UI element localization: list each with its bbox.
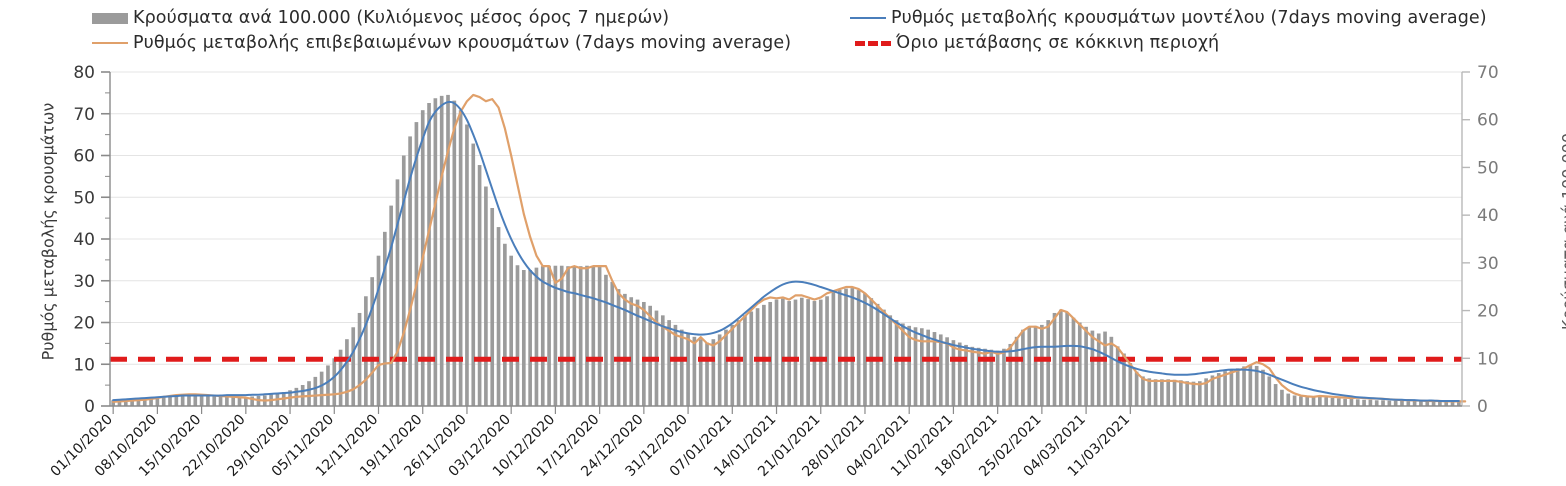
svg-text:20: 20 (73, 314, 95, 334)
svg-text:70: 70 (73, 105, 95, 125)
gridlines (110, 71, 1462, 407)
legend-label-cases-per-100k: Κρούσματα ανά 100.000 (Κυλιόμενος μέσος … (133, 8, 670, 28)
svg-text:30: 30 (73, 272, 95, 292)
line-swatch-icon (850, 17, 886, 19)
svg-text:40: 40 (73, 230, 95, 250)
svg-text:50: 50 (1477, 158, 1499, 178)
svg-text:10: 10 (73, 355, 95, 375)
y-axis-left-ticks: 0 10 20 30 40 50 60 70 80 (73, 63, 110, 417)
dashed-line-swatch-icon (855, 40, 891, 46)
svg-text:0: 0 (84, 397, 95, 417)
svg-text:10: 10 (1477, 349, 1499, 369)
legend-item-red-threshold[interactable]: Όριο μετάβασης σε κόκκινη περιοχή (855, 33, 1219, 53)
legend-item-cases-per-100k[interactable]: Κρούσματα ανά 100.000 (Κυλιόμενος μέσος … (92, 8, 669, 28)
legend-label-model-rate: Ρυθμός μεταβολής κρουσμάτων μοντέλου (7d… (891, 8, 1487, 28)
legend-label-confirmed-rate: Ρυθμός μεταβολής επιβεβαιωμένων κρουσμάτ… (133, 33, 792, 53)
x-axis-ticks: 01/10/202008/10/202015/10/202022/10/2020… (48, 406, 1133, 480)
line-swatch-icon (92, 42, 128, 44)
svg-text:0: 0 (1477, 397, 1488, 417)
legend-item-model-rate[interactable]: Ρυθμός μεταβολής κρουσμάτων μοντέλου (7d… (850, 8, 1487, 28)
bar-swatch-icon (92, 12, 128, 24)
y-axis-right-ticks: 0 10 20 30 40 50 60 70 (1462, 63, 1499, 417)
svg-text:40: 40 (1477, 206, 1499, 226)
legend-item-confirmed-rate[interactable]: Ρυθμός μεταβολής επιβεβαιωμένων κρουσμάτ… (92, 33, 791, 53)
bar-series-cases-per-100k (111, 94, 1461, 407)
svg-text:80: 80 (73, 63, 95, 83)
svg-text:50: 50 (73, 188, 95, 208)
svg-text:70: 70 (1477, 63, 1499, 83)
svg-text:20: 20 (1477, 302, 1499, 322)
legend-label-red-threshold: Όριο μετάβασης σε κόκκινη περιοχή (896, 33, 1220, 53)
svg-text:60: 60 (73, 147, 95, 167)
svg-text:30: 30 (1477, 254, 1499, 274)
svg-text:60: 60 (1477, 111, 1499, 131)
chart-legend: Κρούσματα ανά 100.000 (Κυλιόμενος μέσος … (0, 0, 1566, 58)
line-series-model-rate (112, 100, 1460, 403)
